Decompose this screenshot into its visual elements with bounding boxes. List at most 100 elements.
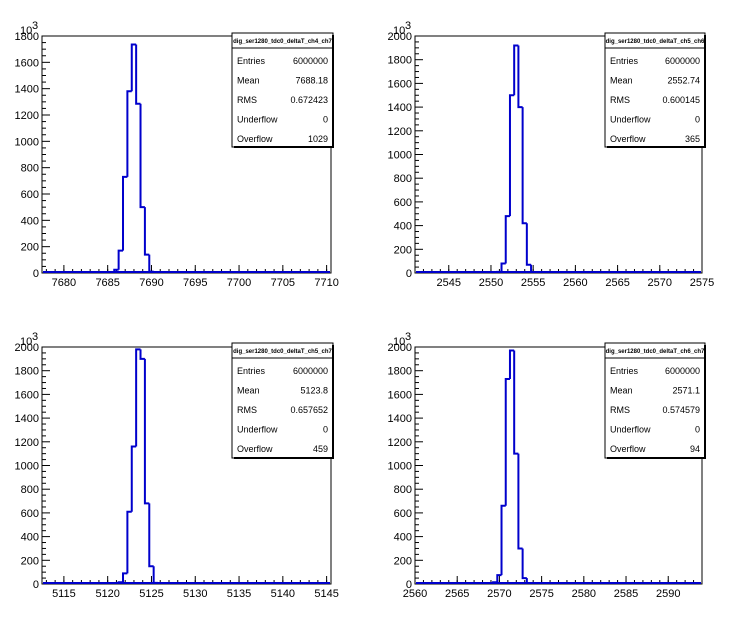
stats-value: 0.600145	[662, 95, 700, 105]
histogram-bin	[143, 207, 150, 256]
y-tick-label: 1200	[388, 126, 412, 138]
y-tick-label: 2000	[15, 342, 39, 354]
y-tick-label: 1600	[388, 389, 412, 401]
stats-box: dig_ser1280_tdc0_deltaT_ch6_ch7 Entries 60…	[604, 342, 706, 459]
stats-label: RMS	[610, 405, 630, 415]
stats-label: Underflow	[610, 425, 651, 435]
y-tick-label: 800	[21, 163, 39, 175]
histogram-bin	[508, 349, 515, 379]
stats-value: 365	[685, 134, 700, 144]
y-tick-label: 200	[21, 242, 39, 254]
stats-box-frame	[604, 342, 706, 459]
stats-value: 0	[695, 425, 700, 435]
y-tick-label: 800	[21, 484, 39, 496]
x-tick-label: 2565	[445, 588, 469, 600]
histogram-bin	[500, 262, 506, 272]
x-tick-label: 5120	[95, 588, 119, 600]
y-exponent-power: 3	[32, 20, 38, 32]
histogram-bin	[525, 223, 532, 266]
histogram-bin	[496, 574, 502, 583]
x-tick-label: 2565	[605, 277, 629, 289]
y-tick-label: 1200	[15, 437, 39, 449]
y-tick-label: 600	[394, 197, 412, 209]
x-tick-label: 7685	[95, 277, 119, 289]
y-exponent-label: 10	[393, 336, 405, 348]
histogram-panel-3: 0 200 400 600 800 1000 1200 1400 1600 1800 2000 511…	[15, 331, 339, 600]
histogram-bin	[508, 94, 515, 217]
histogram-bin	[521, 548, 527, 580]
histogram-bin	[148, 503, 154, 568]
x-tick-label: 2570	[648, 277, 672, 289]
stats-label: RMS	[610, 95, 630, 105]
y-tick-label: 1200	[15, 110, 39, 122]
x-tick-label: 5145	[314, 588, 338, 600]
y-tick-label: 2000	[388, 342, 412, 354]
y-tick-label: 200	[21, 555, 39, 567]
stats-value: 0	[695, 115, 700, 125]
stats-label: Entries	[237, 366, 266, 376]
y-tick-label: 800	[394, 173, 412, 185]
histogram-bin	[122, 572, 128, 583]
y-tick-label: 1400	[388, 413, 412, 425]
x-tick-label: 5140	[271, 588, 295, 600]
x-tick-label: 2575	[690, 277, 714, 289]
stats-label: Entries	[610, 366, 639, 376]
x-tick-label: 2570	[487, 588, 511, 600]
x-tick-label: 2560	[403, 588, 427, 600]
y-tick-label: 2000	[388, 31, 412, 43]
x-tick-label: 7710	[314, 277, 338, 289]
x-tick-label: 7680	[52, 277, 76, 289]
stats-label: RMS	[237, 405, 257, 415]
x-tick-label: 5130	[183, 588, 207, 600]
stats-label: Underflow	[610, 115, 651, 125]
x-tick-label: 7695	[183, 277, 207, 289]
histogram-bin	[117, 249, 124, 270]
stats-value: 0.574579	[662, 405, 700, 415]
y-exponent-label: 10	[20, 336, 32, 348]
x-tick-label: 7690	[139, 277, 163, 289]
stats-label: Overflow	[610, 444, 646, 454]
x-tick-label: 7705	[271, 277, 295, 289]
stats-value: 6000000	[665, 366, 700, 376]
stats-value: 0	[323, 115, 328, 125]
stats-label: Mean	[610, 386, 633, 396]
stats-label: Entries	[237, 56, 266, 66]
stats-box-frame	[231, 32, 334, 148]
y-tick-label: 1800	[15, 31, 39, 43]
y-tick-label: 1800	[388, 55, 412, 67]
histogram-bin	[521, 107, 527, 225]
histogram-bin	[130, 445, 137, 512]
stats-value: 1029	[308, 134, 328, 144]
x-tick-label: 2555	[521, 277, 545, 289]
histogram-bin	[143, 358, 150, 505]
histogram-bin	[122, 175, 128, 251]
histogram-bin	[139, 103, 145, 209]
stats-box: dig_ser1280_tdc0_deltaT_ch5_ch6 Entries 60…	[604, 32, 706, 148]
stats-box: dig_ser1280_tdc0_deltaT_ch5_ch7 Entries 60…	[231, 342, 334, 459]
stats-value: 7688.18	[295, 76, 328, 86]
stats-label: Mean	[237, 76, 260, 86]
y-tick-label: 800	[394, 484, 412, 496]
y-tick-label: 1200	[388, 437, 412, 449]
histogram-bins	[43, 43, 330, 273]
histogram-bin	[517, 453, 523, 550]
y-tick-label: 400	[21, 215, 39, 227]
y-tick-label: 1400	[15, 84, 39, 96]
y-tick-label: 1800	[388, 366, 412, 378]
y-tick-label: 1800	[15, 366, 39, 378]
x-tick-label: 5125	[139, 588, 163, 600]
y-tick-label: 200	[394, 555, 412, 567]
y-exponent-label: 10	[393, 25, 405, 37]
histogram-bin	[152, 566, 159, 584]
histogram-panel-2: 0 200 400 600 800 1000 1200 1400 1600 1800 2000 254…	[388, 20, 715, 289]
stats-box: dig_ser1280_tdc0_deltaT_ch4_ch7 Entries 60…	[231, 32, 334, 148]
y-tick-label: 1000	[388, 461, 412, 473]
y-tick-label: 200	[394, 244, 412, 256]
histogram-bin	[130, 43, 137, 92]
histogram-panel-1: 0 200 400 600 800 1000 1200 1400 1600 1800 7680 768…	[15, 20, 339, 289]
histogram-bins	[416, 349, 701, 584]
histogram-bin	[504, 215, 510, 264]
histogram-bin	[513, 350, 519, 455]
stats-label: Entries	[610, 56, 639, 66]
y-exponent-power: 3	[405, 20, 411, 32]
